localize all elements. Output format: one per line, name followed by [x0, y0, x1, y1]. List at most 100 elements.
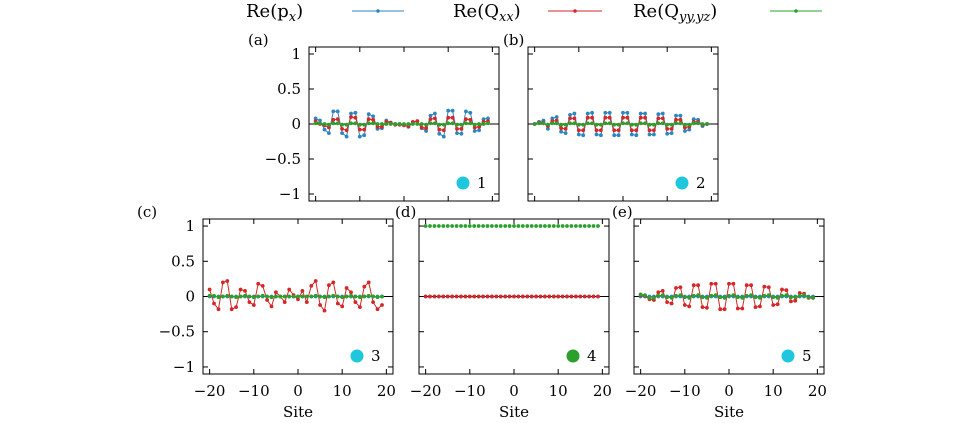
- data-point: [260, 293, 265, 298]
- data-point: [419, 122, 424, 126]
- xtick-label: 10: [333, 382, 352, 400]
- data-point: [353, 110, 358, 115]
- ytick-label: 1: [185, 217, 195, 235]
- data-point: [445, 294, 450, 299]
- data-point: [576, 128, 581, 133]
- data-point: [740, 296, 745, 300]
- data-point: [749, 283, 753, 288]
- data-point: [446, 108, 451, 113]
- data-point: [446, 121, 451, 126]
- data-point: [428, 121, 433, 126]
- data-point: [551, 294, 556, 299]
- data-point: [353, 121, 358, 126]
- data-point: [554, 118, 559, 123]
- data-point: [459, 126, 464, 131]
- data-point: [612, 128, 617, 133]
- data-point: [318, 303, 322, 307]
- data-point: [638, 115, 643, 120]
- data-point: [568, 121, 572, 126]
- data-point: [472, 294, 477, 299]
- data-point: [516, 224, 521, 228]
- data-point: [744, 283, 749, 288]
- data-point: [560, 224, 565, 228]
- ytick-label: 0: [291, 115, 301, 133]
- data-point: [547, 224, 552, 228]
- xtick-label: −10: [669, 382, 701, 400]
- data-point: [446, 115, 451, 120]
- data-point: [454, 294, 459, 299]
- data-point: [371, 114, 375, 119]
- data-point: [735, 295, 740, 300]
- data-point: [349, 111, 353, 116]
- data-point: [265, 294, 269, 299]
- data-point: [247, 300, 252, 304]
- data-point: [691, 283, 696, 288]
- data-point: [581, 133, 586, 138]
- data-point: [371, 117, 375, 122]
- data-point: [459, 122, 464, 127]
- data-point: [269, 295, 274, 300]
- data-point: [251, 303, 256, 307]
- data-point: [762, 284, 767, 289]
- data-point: [243, 289, 247, 293]
- legend-label-qxx: Re(Qxx): [453, 1, 521, 25]
- badge-dot: [456, 176, 470, 190]
- data-point: [612, 122, 617, 127]
- badge-dot: [781, 349, 795, 363]
- data-point: [534, 294, 538, 299]
- data-point: [547, 294, 552, 299]
- data-point: [362, 294, 367, 299]
- xtick-label: 0: [509, 382, 519, 400]
- data-point: [467, 294, 472, 299]
- xtick-label: −10: [238, 382, 270, 400]
- data-point: [313, 116, 318, 121]
- data-point: [380, 294, 384, 299]
- data-point: [304, 294, 309, 299]
- data-point: [207, 293, 212, 298]
- data-point: [464, 109, 468, 114]
- x-axis-label: Site: [283, 403, 313, 421]
- series-line: [534, 122, 707, 126]
- data-point: [643, 293, 647, 297]
- xtick-label: −20: [194, 382, 226, 400]
- data-point: [362, 127, 367, 132]
- data-point: [718, 307, 723, 312]
- panel-label: (b): [503, 31, 524, 49]
- data-point: [340, 131, 344, 136]
- data-point: [705, 122, 709, 126]
- data-point: [450, 224, 454, 228]
- data-point: [340, 126, 344, 131]
- data-point: [559, 126, 563, 131]
- data-point: [572, 111, 577, 116]
- data-point: [629, 132, 634, 137]
- data-point: [753, 305, 758, 309]
- data-point: [410, 122, 415, 126]
- data-point: [762, 293, 767, 298]
- panel-3: 1 0.5 0 −0.5 −1 −20 −10 0 10 20 Site (c) 3: [137, 203, 396, 421]
- data-point: [423, 294, 428, 299]
- ytick-label: −1: [173, 358, 195, 376]
- data-point: [543, 224, 547, 228]
- data-point: [256, 294, 261, 299]
- data-point: [559, 129, 563, 134]
- data-point: [371, 300, 375, 304]
- data-point: [459, 294, 463, 299]
- data-point: [652, 122, 656, 127]
- data-point: [357, 127, 362, 132]
- data-point: [424, 126, 428, 131]
- data-point: [660, 116, 665, 121]
- data-point: [731, 281, 736, 286]
- data-point: [709, 281, 714, 286]
- data-point: [529, 294, 534, 299]
- data-point: [554, 121, 559, 126]
- data-point: [287, 287, 292, 292]
- data-point: [507, 294, 512, 299]
- data-point: [740, 306, 745, 311]
- data-point: [234, 295, 239, 300]
- data-point: [371, 294, 375, 299]
- data-point: [612, 133, 617, 138]
- data-point: [652, 132, 656, 137]
- data-point: [678, 113, 683, 118]
- data-point: [300, 294, 305, 299]
- data-point: [309, 294, 314, 299]
